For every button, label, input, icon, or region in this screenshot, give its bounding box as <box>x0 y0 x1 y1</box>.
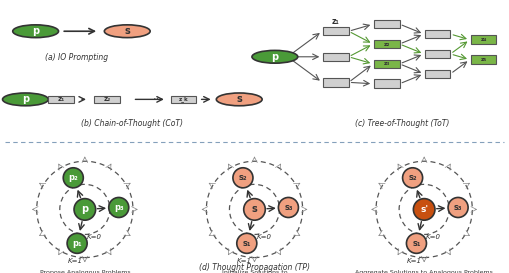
Text: p₁: p₁ <box>72 239 82 248</box>
FancyBboxPatch shape <box>425 30 450 38</box>
Text: Aggregate Solutions to Analogous Problems
to Update Solution to Input Problem: Aggregate Solutions to Analogous Problem… <box>355 270 493 273</box>
Circle shape <box>13 25 59 38</box>
Circle shape <box>448 197 468 218</box>
Text: p: p <box>32 26 39 36</box>
Text: z₃: z₃ <box>384 61 390 66</box>
Text: p: p <box>81 204 89 214</box>
Text: Initialize Solutions to
Each Problem: Initialize Solutions to Each Problem <box>222 270 287 273</box>
Text: p: p <box>271 52 278 62</box>
FancyBboxPatch shape <box>374 60 400 68</box>
Text: z₁: z₁ <box>332 17 340 26</box>
Text: s₁: s₁ <box>412 239 421 248</box>
Text: K=1: K=1 <box>68 259 82 265</box>
Text: (d) Thought Propagation (TP): (d) Thought Propagation (TP) <box>199 263 310 272</box>
Text: s₃: s₃ <box>454 203 462 212</box>
Text: K=0: K=0 <box>426 234 441 240</box>
Text: s: s <box>124 26 130 36</box>
FancyBboxPatch shape <box>374 79 400 88</box>
Text: z₄: z₄ <box>480 37 487 42</box>
Text: s₂: s₂ <box>408 173 417 182</box>
Text: K=1: K=1 <box>407 259 422 265</box>
Circle shape <box>252 51 298 63</box>
Circle shape <box>403 168 422 188</box>
Circle shape <box>407 233 427 253</box>
Text: z₂: z₂ <box>103 96 110 102</box>
FancyBboxPatch shape <box>471 55 496 64</box>
Circle shape <box>3 93 48 106</box>
FancyBboxPatch shape <box>374 40 400 48</box>
Text: (a) IO Prompting: (a) IO Prompting <box>45 52 108 61</box>
FancyBboxPatch shape <box>94 96 120 103</box>
Text: (b) Chain-of-Thought (CoT): (b) Chain-of-Thought (CoT) <box>81 119 183 128</box>
FancyBboxPatch shape <box>425 70 450 78</box>
FancyBboxPatch shape <box>323 27 349 35</box>
Circle shape <box>74 199 96 220</box>
Circle shape <box>278 197 298 218</box>
Text: K=0: K=0 <box>257 234 271 240</box>
Circle shape <box>109 197 129 218</box>
Text: p₃: p₃ <box>114 203 124 212</box>
Text: Propose Analogous Problems
for the Input Problem: Propose Analogous Problems for the Input… <box>40 270 130 273</box>
Circle shape <box>63 168 83 188</box>
Text: ···: ··· <box>152 94 163 104</box>
Text: z₂: z₂ <box>384 41 390 46</box>
Text: s: s <box>251 204 258 214</box>
Text: s: s <box>236 94 242 104</box>
Text: z₅: z₅ <box>480 57 487 62</box>
FancyBboxPatch shape <box>48 96 74 103</box>
Text: K=1: K=1 <box>237 259 252 265</box>
Text: z_k: z_k <box>178 96 188 102</box>
FancyBboxPatch shape <box>374 20 400 28</box>
FancyBboxPatch shape <box>323 78 349 87</box>
FancyBboxPatch shape <box>323 52 349 61</box>
Circle shape <box>237 233 257 253</box>
Text: s₂: s₂ <box>239 173 247 182</box>
Text: s₁: s₁ <box>243 239 251 248</box>
FancyBboxPatch shape <box>425 50 450 58</box>
Circle shape <box>233 168 253 188</box>
Text: K=0: K=0 <box>87 234 102 240</box>
Circle shape <box>104 25 150 38</box>
Circle shape <box>244 199 265 220</box>
Circle shape <box>67 233 87 253</box>
FancyBboxPatch shape <box>471 35 496 44</box>
Text: p₂: p₂ <box>68 173 78 182</box>
Text: z₁: z₁ <box>58 96 65 102</box>
Text: p: p <box>22 94 29 104</box>
Text: (c) Tree-of-Thought (ToT): (c) Tree-of-Thought (ToT) <box>355 119 449 128</box>
Text: s₃: s₃ <box>284 203 293 212</box>
Circle shape <box>216 93 262 106</box>
Text: s': s' <box>420 205 428 214</box>
Circle shape <box>413 199 435 220</box>
FancyBboxPatch shape <box>171 96 196 103</box>
